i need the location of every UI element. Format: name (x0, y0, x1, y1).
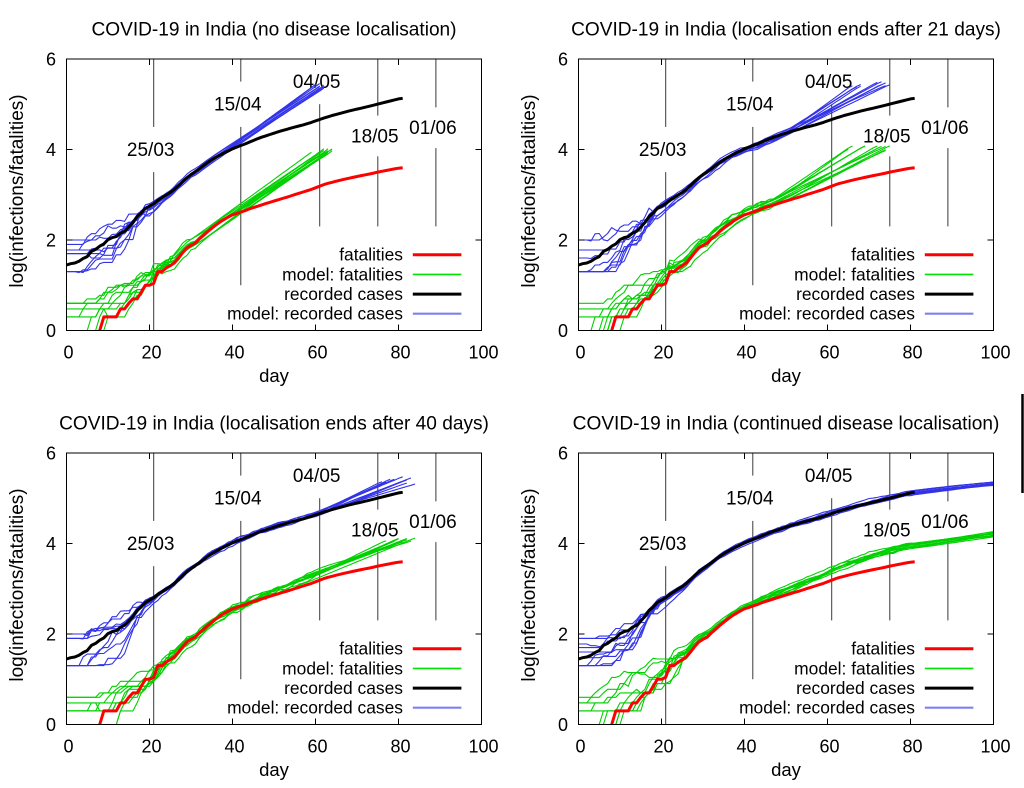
svg-text:0: 0 (63, 737, 73, 757)
svg-text:0: 0 (575, 737, 585, 757)
svg-text:01/06: 01/06 (921, 512, 969, 533)
svg-text:04/05: 04/05 (293, 72, 341, 93)
svg-text:40: 40 (224, 343, 244, 363)
svg-text:model: recorded cases: model: recorded cases (739, 698, 915, 718)
svg-text:100: 100 (980, 343, 1010, 363)
svg-text:2: 2 (46, 624, 56, 644)
svg-text:log(infections/fatalities): log(infections/fatalities) (7, 94, 28, 287)
svg-text:4: 4 (46, 140, 56, 160)
svg-text:25/03: 25/03 (127, 534, 175, 555)
svg-text:0: 0 (63, 343, 73, 363)
svg-text:fatalities: fatalities (851, 245, 915, 265)
svg-text:100: 100 (468, 343, 498, 363)
svg-text:15/04: 15/04 (214, 489, 262, 510)
svg-text:20: 20 (141, 737, 161, 757)
svg-text:60: 60 (819, 343, 839, 363)
svg-text:20: 20 (653, 737, 673, 757)
svg-text:recorded cases: recorded cases (284, 284, 403, 304)
svg-text:model: recorded cases: model: recorded cases (739, 304, 915, 324)
svg-text:6: 6 (558, 443, 568, 463)
svg-text:recorded cases: recorded cases (796, 678, 915, 698)
svg-text:COVID-19 in India (no disease: COVID-19 in India (no disease localisati… (91, 20, 456, 41)
svg-text:day: day (771, 759, 802, 780)
svg-text:15/04: 15/04 (214, 95, 262, 116)
svg-text:log(infections/fatalities): log(infections/fatalities) (519, 488, 540, 681)
svg-text:40: 40 (736, 343, 756, 363)
svg-text:60: 60 (819, 737, 839, 757)
svg-text:2: 2 (558, 230, 568, 250)
svg-text:model: fatalities: model: fatalities (794, 658, 915, 678)
svg-text:4: 4 (558, 534, 568, 554)
svg-text:01/06: 01/06 (921, 118, 969, 139)
svg-text:0: 0 (575, 343, 585, 363)
svg-text:day: day (259, 365, 290, 386)
svg-text:20: 20 (141, 343, 161, 363)
svg-text:60: 60 (307, 737, 327, 757)
svg-text:15/04: 15/04 (726, 489, 774, 510)
svg-text:25/03: 25/03 (639, 534, 687, 555)
svg-text:recorded cases: recorded cases (796, 284, 915, 304)
svg-text:COVID-19 in India (localisatio: COVID-19 in India (localisation ends aft… (59, 414, 489, 435)
svg-text:4: 4 (46, 534, 56, 554)
svg-text:6: 6 (46, 49, 56, 69)
svg-text:18/05: 18/05 (351, 520, 399, 541)
svg-text:80: 80 (902, 737, 922, 757)
svg-text:0: 0 (558, 321, 568, 341)
svg-text:day: day (259, 759, 290, 780)
svg-text:01/06: 01/06 (409, 512, 457, 533)
svg-text:40: 40 (736, 737, 756, 757)
svg-text:04/05: 04/05 (805, 72, 853, 93)
svg-text:80: 80 (390, 737, 410, 757)
svg-text:04/05: 04/05 (293, 466, 341, 487)
svg-text:log(infections/fatalities): log(infections/fatalities) (7, 488, 28, 681)
svg-text:80: 80 (902, 343, 922, 363)
svg-text:0: 0 (46, 715, 56, 735)
svg-text:COVID-19 in India (continued d: COVID-19 in India (continued disease loc… (573, 414, 1000, 435)
svg-text:COVID-19 in India (localisatio: COVID-19 in India (localisation ends aft… (571, 20, 1001, 41)
svg-text:20: 20 (653, 343, 673, 363)
svg-text:0: 0 (46, 321, 56, 341)
svg-text:18/05: 18/05 (863, 520, 911, 541)
svg-text:model: fatalities: model: fatalities (794, 264, 915, 284)
svg-text:25/03: 25/03 (639, 140, 687, 161)
svg-text:fatalities: fatalities (339, 245, 403, 265)
svg-text:4: 4 (558, 140, 568, 160)
svg-text:60: 60 (307, 343, 327, 363)
svg-text:2: 2 (46, 230, 56, 250)
svg-text:0: 0 (558, 715, 568, 735)
svg-text:01/06: 01/06 (409, 118, 457, 139)
svg-text:2: 2 (558, 624, 568, 644)
svg-text:04/05: 04/05 (805, 466, 853, 487)
svg-text:6: 6 (46, 443, 56, 463)
svg-text:model: recorded cases: model: recorded cases (227, 698, 403, 718)
svg-text:fatalities: fatalities (851, 639, 915, 659)
svg-text:100: 100 (468, 737, 498, 757)
svg-text:25/03: 25/03 (127, 140, 175, 161)
svg-text:recorded cases: recorded cases (284, 678, 403, 698)
svg-text:day: day (771, 365, 802, 386)
svg-text:fatalities: fatalities (339, 639, 403, 659)
svg-text:log(infections/fatalities): log(infections/fatalities) (519, 94, 540, 287)
svg-text:15/04: 15/04 (726, 95, 774, 116)
svg-text:18/05: 18/05 (351, 126, 399, 147)
svg-text:model: fatalities: model: fatalities (282, 264, 403, 284)
svg-text:model: recorded cases: model: recorded cases (227, 304, 403, 324)
svg-text:6: 6 (558, 49, 568, 69)
svg-text:40: 40 (224, 737, 244, 757)
svg-text:80: 80 (390, 343, 410, 363)
svg-text:model: fatalities: model: fatalities (282, 658, 403, 678)
svg-text:18/05: 18/05 (863, 126, 911, 147)
svg-text:100: 100 (980, 737, 1010, 757)
